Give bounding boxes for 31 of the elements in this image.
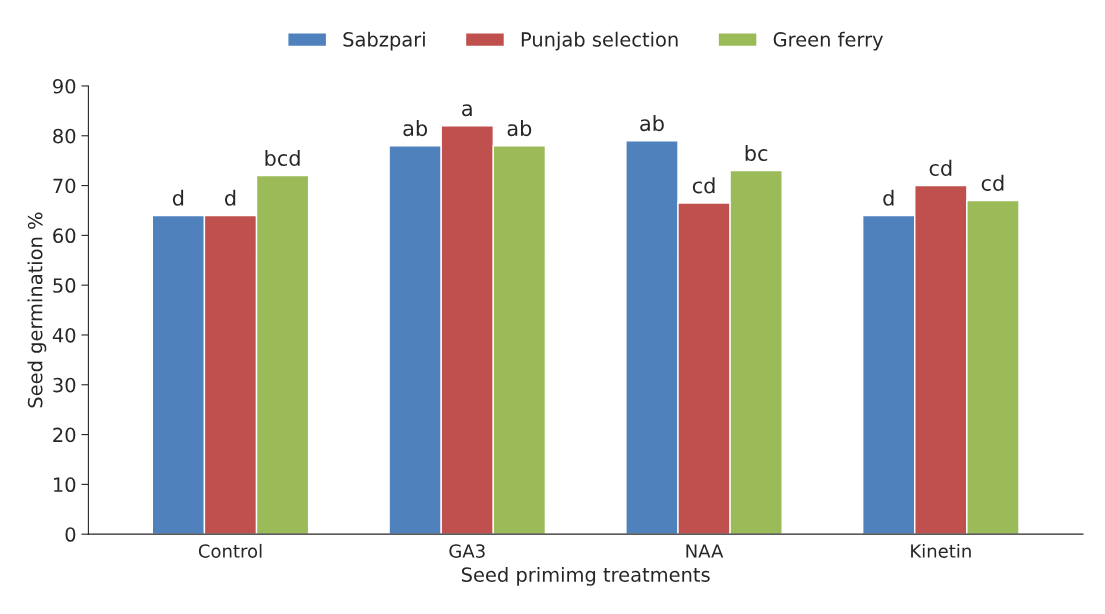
data-label: d	[172, 189, 184, 206]
y-tick-label: 10	[53, 477, 76, 493]
y-tick-label: 20	[53, 427, 76, 443]
y-tick-label: 30	[53, 377, 76, 393]
data-label: a	[462, 104, 472, 117]
x-axis-title: Seed primimg treatments	[461, 566, 710, 586]
data-label: ab	[403, 120, 428, 137]
y-tick-label: 0	[65, 527, 76, 542]
legend-label: Green ferry	[773, 31, 883, 51]
x-tick-label: Kinetin	[911, 543, 971, 558]
data-label: d	[225, 189, 236, 206]
y-tick-label: 60	[53, 228, 76, 244]
data-label: ab	[640, 115, 664, 132]
y-tick-label: 50	[53, 278, 76, 293]
x-tick-label: NAA	[686, 544, 724, 558]
data-label: cd	[929, 159, 952, 176]
legend-label: Punjab selection	[521, 31, 678, 51]
data-label: ab	[507, 120, 532, 137]
y-tick-label: 40	[52, 327, 76, 343]
data-label: cd	[692, 177, 715, 194]
legend-label: Sabzpari	[343, 31, 425, 51]
x-tick-label: Control	[198, 543, 262, 558]
y-tick-label: 70	[53, 178, 76, 194]
data-label: bcd	[265, 149, 300, 167]
y-axis-title: Seed germination %	[27, 212, 47, 408]
y-tick-label: 80	[53, 128, 76, 144]
data-label: cd	[981, 174, 1004, 191]
data-label: bc	[745, 144, 768, 162]
data-label: d	[883, 189, 894, 206]
y-tick-label: 90	[53, 78, 76, 94]
x-tick-label: GA3	[449, 544, 485, 558]
